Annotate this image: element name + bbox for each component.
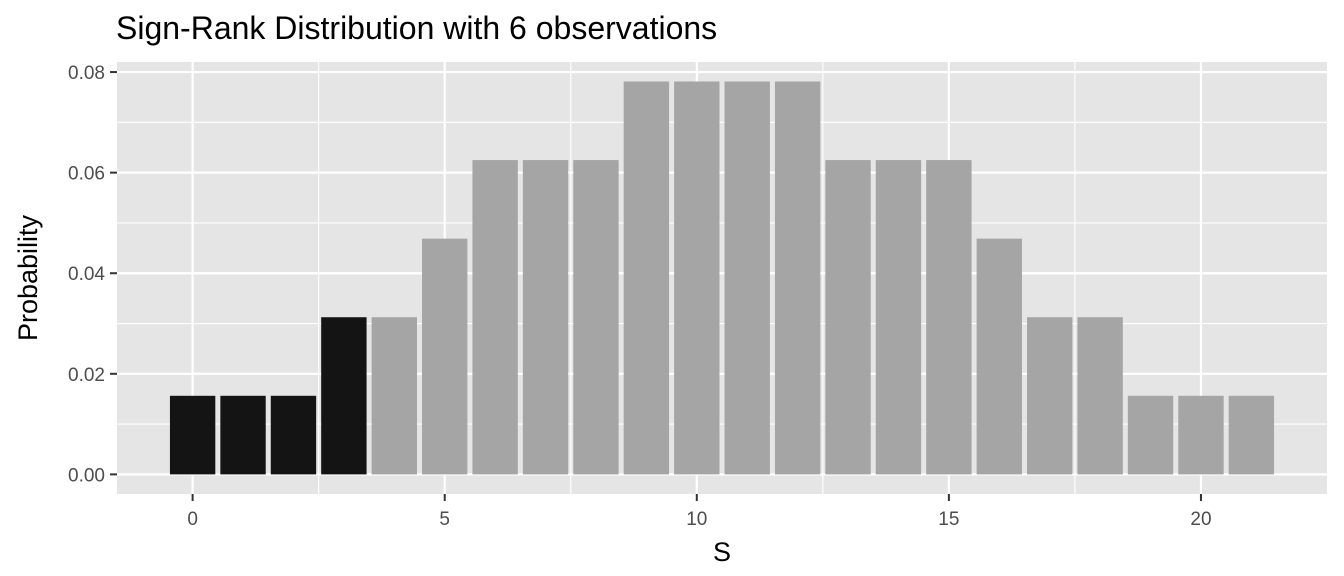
bar-s-4: [371, 317, 417, 475]
bar-s-1: [220, 395, 266, 475]
x-tick-label: 10: [686, 509, 707, 530]
bar-s-6: [472, 160, 518, 475]
bar-s-12: [774, 81, 821, 475]
bar-s-20: [1178, 395, 1224, 475]
bars: [169, 81, 1275, 475]
bar-s-11: [724, 81, 770, 475]
bar-s-2: [270, 395, 317, 475]
bar-s-7: [522, 160, 569, 475]
bar-s-8: [573, 160, 619, 475]
y-axis-label: Probability: [13, 214, 43, 341]
axis-tick-labels: 0 5 10 15 20 0.00 0.02 0.04 0.06 0.08: [68, 63, 1212, 530]
bar-s-14: [875, 160, 922, 475]
bar-s-21: [1228, 395, 1275, 475]
x-axis-label: S: [713, 537, 731, 567]
bar-s-16: [976, 238, 1022, 475]
x-tick-label: 20: [1190, 509, 1211, 530]
bar-s-0: [169, 395, 216, 475]
y-tick-label: 0.00: [68, 465, 105, 486]
bar-s-5: [422, 238, 468, 475]
x-tick-label: 5: [439, 509, 450, 530]
bar-s-3: [321, 317, 367, 475]
y-tick-label: 0.02: [68, 365, 105, 386]
y-tick-label: 0.06: [68, 164, 105, 185]
axis-ticks: [110, 71, 1202, 501]
bar-s-9: [623, 81, 670, 475]
x-tick-label: 0: [187, 509, 198, 530]
bar-s-10: [674, 81, 720, 475]
y-tick-label: 0.04: [68, 264, 105, 285]
y-tick-label: 0.08: [68, 63, 105, 84]
bar-s-17: [1027, 317, 1073, 475]
grid-minor: [117, 62, 1327, 494]
x-tick-label: 15: [938, 509, 959, 530]
bar-s-18: [1077, 317, 1123, 475]
chart-title: Sign-Rank Distribution with 6 observatio…: [116, 10, 717, 46]
bar-s-13: [825, 160, 871, 475]
bar-s-15: [926, 160, 972, 475]
bar-s-19: [1127, 395, 1174, 475]
